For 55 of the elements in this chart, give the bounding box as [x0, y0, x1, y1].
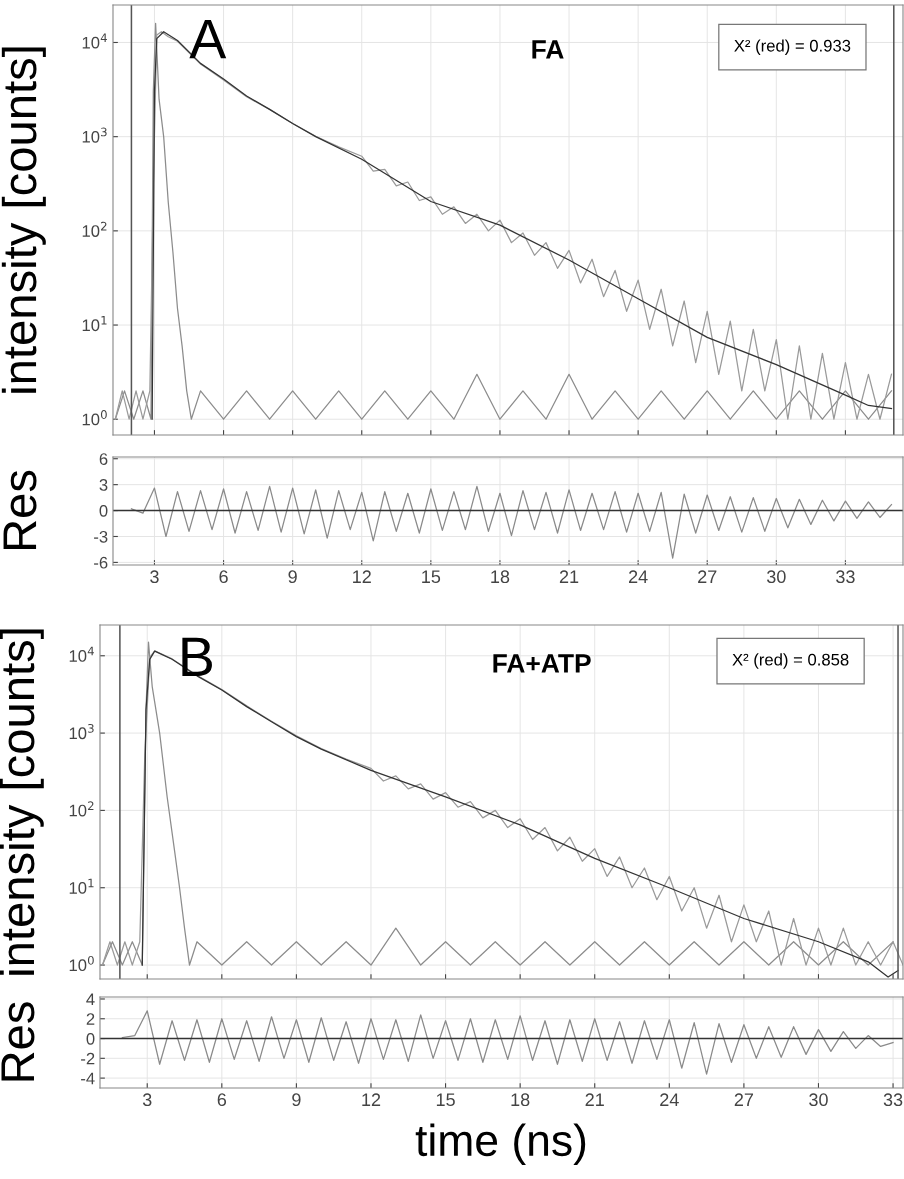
x-tick-label: 12 — [362, 1093, 381, 1106]
y-tick-label: 10$^{4}$ — [69, 646, 94, 662]
y-tick-label: -3 — [94, 530, 108, 543]
line-series — [130, 485, 893, 559]
annotation: A — [189, 19, 227, 59]
y-axis-title: intensity [counts] — [1, 47, 46, 393]
y-tick-label: 10$^{3}$ — [82, 127, 107, 143]
y-tick-label: -6 — [94, 556, 108, 569]
y-tick-label: 2 — [86, 1013, 95, 1025]
y-tick-label: 10$^{1}$ — [82, 316, 107, 332]
x-axis-title: time (ns) — [415, 1123, 586, 1165]
y-tick-label: 10$^{0}$ — [69, 955, 94, 972]
x-tick-label: 33 — [883, 1093, 903, 1107]
x-tick-label: 27 — [734, 1093, 754, 1106]
x-tick-label: 18 — [491, 570, 510, 584]
annotation: FA — [532, 40, 564, 59]
y-tick-label: 10$^{2}$ — [82, 221, 107, 237]
y-tick-label: 6 — [99, 453, 108, 465]
annotation: FA+ATP — [493, 654, 591, 673]
x-tick-label: 6 — [219, 570, 228, 584]
x-tick-label: 9 — [292, 1093, 301, 1107]
y-tick-label: 4 — [86, 993, 95, 1006]
y-tick-label: 0 — [99, 504, 108, 517]
y-axis-title: intensity [counts] — [0, 629, 44, 975]
y-tick-label: -2 — [81, 1052, 95, 1065]
y-tick-label: 10$^{4}$ — [82, 33, 107, 49]
y-tick-label: 0 — [86, 1032, 95, 1045]
annotation: X² (red) = 0.933 — [734, 39, 851, 55]
y-axis-title: Res — [1, 1002, 35, 1081]
y-tick-label: 10$^{3}$ — [69, 723, 94, 740]
x-tick-label: 30 — [809, 1093, 828, 1107]
y-tick-label: -4 — [81, 1072, 95, 1085]
x-tick-label: 9 — [288, 570, 297, 584]
y-tick-label: 10$^{0}$ — [82, 410, 107, 426]
x-tick-label: 27 — [698, 570, 717, 583]
annotation: X² (red) = 0.858 — [732, 653, 849, 669]
x-tick-label: 6 — [217, 1093, 227, 1107]
x-tick-label: 21 — [559, 570, 579, 583]
line-series — [121, 1010, 894, 1075]
x-tick-label: 12 — [353, 570, 371, 583]
x-tick-label: 30 — [766, 570, 786, 584]
y-tick-label: 3 — [99, 479, 108, 491]
x-tick-label: 24 — [660, 1093, 679, 1106]
annotation: B — [182, 637, 212, 676]
y-tick-label: 10$^{2}$ — [69, 801, 94, 817]
x-tick-label: 3 — [142, 1093, 152, 1107]
x-tick-label: 15 — [422, 570, 441, 584]
x-tick-label: 21 — [585, 1093, 604, 1106]
x-tick-label: 18 — [511, 1093, 530, 1107]
x-tick-label: 15 — [436, 1093, 455, 1107]
x-tick-label: 24 — [629, 570, 648, 583]
x-tick-label: 33 — [836, 570, 855, 584]
y-axis-title: Res — [3, 470, 37, 550]
y-tick-label: 10$^{1}$ — [69, 878, 94, 894]
x-tick-label: 3 — [150, 570, 159, 584]
